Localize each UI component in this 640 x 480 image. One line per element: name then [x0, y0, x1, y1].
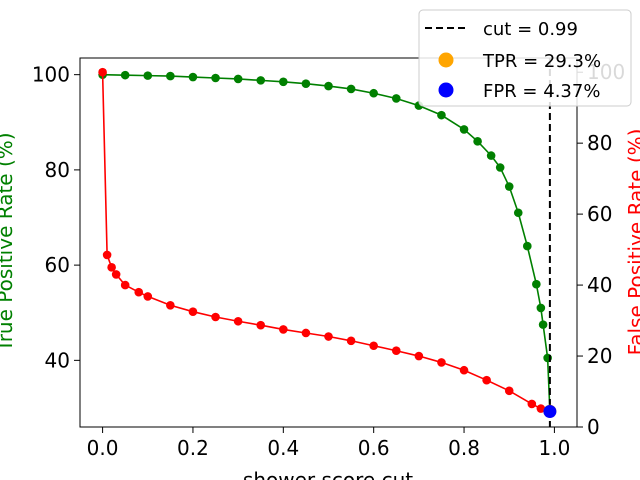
fpr-series-line	[101, 72, 551, 413]
fpr-data-point	[527, 399, 537, 409]
legend-tpr-marker	[438, 52, 454, 68]
fpr-data-point	[369, 341, 378, 351]
legend-label-tpr: TPR = 29.3%	[482, 51, 601, 72]
tpr-data-point	[437, 110, 446, 120]
tpr-data-point	[233, 74, 243, 84]
legend-label-fpr: FPR = 4.37%	[483, 81, 600, 102]
fpr-data-point	[120, 280, 130, 290]
fpr-data-point	[143, 292, 153, 301]
tpr-data-point	[279, 77, 288, 87]
tpr-data-point	[391, 94, 401, 103]
left-y-tick-label: 40	[45, 348, 70, 372]
tpr-data-point	[120, 70, 130, 80]
tpr-data-point	[211, 73, 220, 83]
fpr-data-point	[301, 328, 311, 338]
tpr-data-point	[513, 208, 523, 218]
tpr-series-line	[102, 73, 551, 412]
tpr-data-point	[166, 71, 175, 81]
fpr-data-point	[256, 320, 266, 330]
left-y-tick-label: 80	[45, 158, 70, 182]
right-y-tick-label: 20	[587, 344, 612, 368]
plot-series-group	[98, 58, 555, 427]
right-y-tick-label: 60	[587, 202, 612, 226]
right-y-tick-label: 0	[587, 415, 600, 439]
tpr-data-point	[369, 88, 378, 98]
tpr-data-point	[536, 303, 546, 313]
right-y-axis: 020406080100	[577, 60, 625, 439]
fpr-data-point	[102, 250, 112, 260]
left-y-tick-label: 60	[45, 253, 70, 277]
fpr-data-point	[482, 375, 491, 385]
fpr-data-point	[107, 263, 116, 272]
right-y-tick-label: 80	[587, 131, 612, 155]
fpr-data-point	[279, 325, 288, 334]
fpr-data-point	[134, 287, 144, 297]
tpr-data-point	[473, 137, 482, 146]
x-tick-label: 0.6	[358, 436, 390, 460]
fpr-data-point	[98, 67, 107, 77]
x-tick-label: 0.8	[448, 436, 480, 460]
tpr-data-point	[532, 279, 541, 289]
tpr-data-point	[523, 241, 532, 251]
fpr-data-point	[414, 351, 424, 361]
tpr-data-point	[495, 163, 505, 172]
fpr-data-point	[459, 365, 469, 375]
x-axis: 0.0 0.2 0.4 0.6 0.8 1.0	[87, 427, 571, 460]
legend: cut = 0.99 TPR = 29.3% FPR = 4.37%	[418, 9, 632, 107]
tpr-data-point	[486, 151, 496, 160]
fpr-data-point	[111, 270, 121, 279]
right-y-axis-title: False Positive Rate (%)	[624, 129, 640, 356]
tpr-data-point	[256, 76, 266, 85]
tpr-data-point	[538, 320, 548, 329]
right-y-tick-label: 40	[587, 273, 612, 297]
fpr-data-point	[211, 312, 220, 322]
tpr-data-point	[188, 72, 198, 82]
left-y-axis: 40 60 80 100	[32, 63, 80, 372]
fpr-data-point	[391, 346, 401, 356]
tpr-data-point	[301, 79, 311, 89]
fpr-data-point	[536, 404, 546, 413]
fpr-highlight-point	[543, 404, 557, 418]
legend-label-cut: cut = 0.99	[483, 19, 578, 40]
tpr-data-point	[324, 81, 333, 91]
fpr-data-point	[324, 332, 333, 341]
fpr-data-point	[166, 301, 175, 310]
fpr-data-point	[504, 386, 514, 396]
fpr-data-point	[188, 307, 198, 316]
x-tick-label: 0.0	[87, 436, 119, 460]
fpr-data-point	[437, 358, 446, 367]
fpr-data-point	[346, 336, 356, 346]
x-axis-title: shower score cut	[243, 468, 413, 480]
tpr-data-point	[459, 125, 469, 134]
left-y-axis-title: True Positive Rate (%)	[0, 132, 17, 352]
legend-box	[418, 9, 632, 107]
x-tick-label: 0.4	[267, 436, 299, 460]
tpr-data-point	[504, 182, 514, 191]
x-tick-label: 1.0	[539, 436, 571, 460]
legend-fpr-marker	[438, 82, 454, 98]
tpr-data-point	[346, 84, 356, 94]
left-y-tick-label: 100	[32, 63, 70, 87]
plot-frame	[79, 57, 578, 428]
tpr-data-point	[143, 71, 153, 80]
fpr-data-point	[233, 316, 243, 326]
x-tick-label: 0.2	[177, 436, 209, 460]
